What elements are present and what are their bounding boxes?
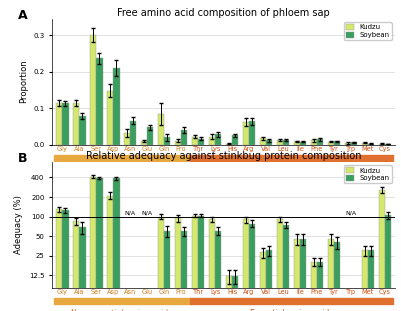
Bar [249, 121, 255, 145]
Bar [124, 133, 130, 145]
Bar [368, 143, 374, 145]
Text: A: A [18, 9, 28, 21]
Bar [96, 58, 103, 145]
Bar [351, 142, 357, 145]
Legend: Kudzu, Soybean: Kudzu, Soybean [344, 165, 391, 183]
Bar [277, 220, 283, 311]
Bar [190, 298, 393, 304]
Bar [294, 141, 300, 145]
Bar [181, 130, 187, 145]
Bar [260, 253, 266, 311]
Bar [181, 231, 187, 311]
Bar [198, 216, 205, 311]
Bar [283, 140, 289, 145]
Bar [164, 231, 170, 311]
Bar [96, 178, 103, 311]
Bar [266, 250, 272, 311]
Bar [379, 190, 385, 311]
Bar [62, 103, 69, 145]
Bar [158, 216, 164, 311]
Bar [113, 178, 119, 311]
Bar [311, 262, 317, 311]
Bar [311, 140, 317, 145]
Bar [73, 221, 79, 311]
Bar [362, 143, 368, 145]
Bar [79, 227, 85, 311]
Bar [283, 225, 289, 311]
Bar [232, 136, 238, 145]
Y-axis label: Adequacy (%): Adequacy (%) [14, 195, 23, 254]
Bar [192, 137, 198, 145]
Bar [385, 144, 391, 145]
Legend: Kudzu, Soybean: Kudzu, Soybean [344, 22, 391, 40]
Bar [260, 138, 266, 145]
Bar [56, 209, 62, 311]
Bar [243, 122, 249, 145]
Bar [54, 155, 190, 161]
Bar [249, 224, 255, 311]
Bar [317, 139, 323, 145]
Bar [56, 103, 62, 145]
Bar [209, 137, 215, 145]
Bar [334, 141, 340, 145]
Bar [294, 239, 300, 311]
Bar [385, 215, 391, 311]
Bar [368, 250, 374, 311]
Bar [107, 91, 113, 145]
Bar [147, 128, 154, 145]
Bar [190, 155, 393, 161]
Bar [62, 210, 69, 311]
Title: Relative adequacy against stinkbug protein composition: Relative adequacy against stinkbug prote… [86, 151, 361, 161]
Bar [328, 239, 334, 311]
Text: N/A: N/A [345, 210, 356, 215]
Bar [113, 68, 119, 145]
Bar [215, 231, 221, 311]
Text: N/A: N/A [142, 210, 153, 215]
Bar [90, 35, 96, 145]
Title: Free amino acid composition of phloem sap: Free amino acid composition of phloem sa… [117, 8, 330, 18]
Y-axis label: Proportion: Proportion [19, 60, 28, 104]
Bar [300, 142, 306, 145]
Bar [164, 137, 170, 145]
Bar [215, 134, 221, 145]
Bar [362, 250, 368, 311]
Bar [226, 143, 232, 145]
Bar [266, 140, 272, 145]
Bar [328, 142, 334, 145]
Bar [54, 298, 190, 304]
Bar [300, 239, 306, 311]
Bar [344, 143, 351, 145]
Bar [73, 103, 79, 145]
Bar [107, 196, 113, 311]
Text: Essential amino acids: Essential amino acids [250, 309, 333, 311]
Bar [175, 218, 181, 311]
Bar [198, 139, 205, 145]
Bar [158, 114, 164, 145]
Bar [232, 276, 238, 311]
Text: B: B [18, 152, 27, 165]
Bar [175, 141, 181, 145]
Bar [130, 121, 136, 145]
Bar [379, 143, 385, 145]
Bar [243, 220, 249, 311]
Bar [192, 216, 198, 311]
Bar [277, 140, 283, 145]
Bar [317, 262, 323, 311]
Bar [209, 220, 215, 311]
Bar [90, 177, 96, 311]
Text: N/A: N/A [125, 210, 136, 215]
Bar [226, 276, 232, 311]
Bar [79, 116, 85, 145]
Bar [334, 242, 340, 311]
Text: Non-essential amino acids: Non-essential amino acids [71, 309, 172, 311]
Bar [141, 141, 147, 145]
